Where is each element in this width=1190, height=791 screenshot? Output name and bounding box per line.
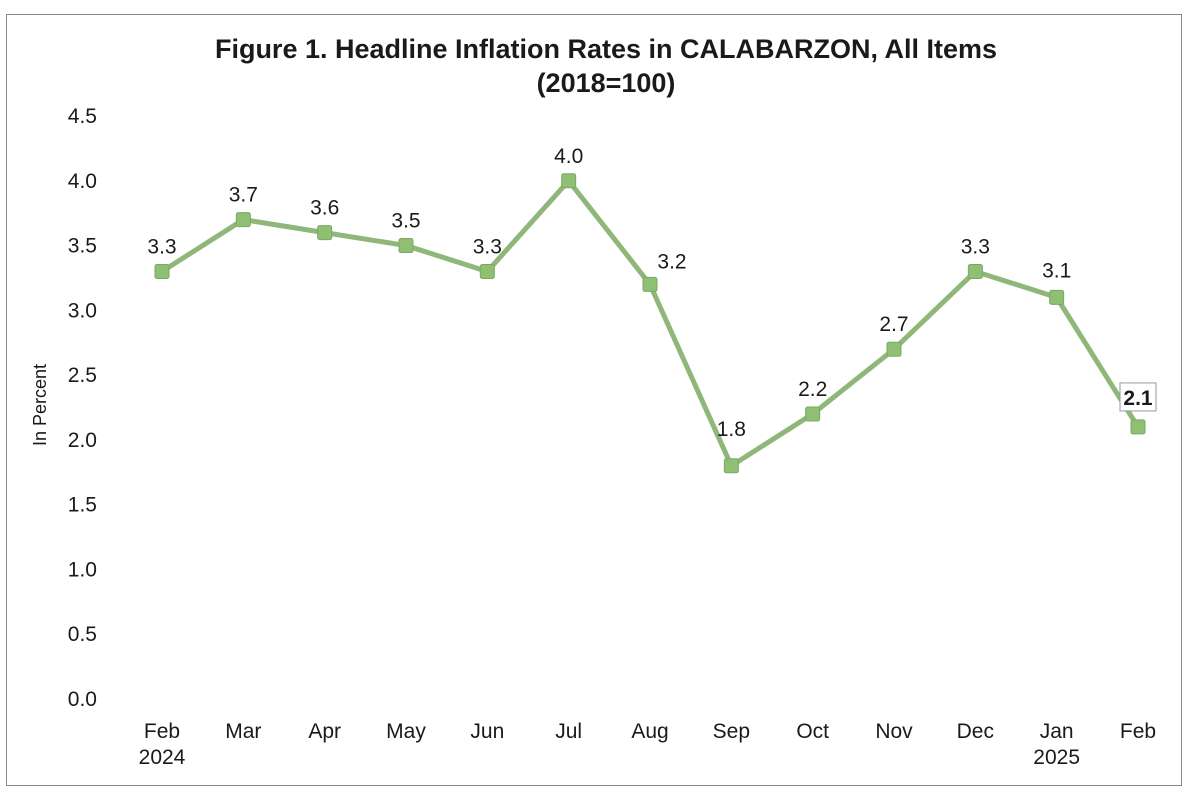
data-point-marker [967,263,983,279]
y-tick-label: 3.5 [68,235,97,258]
data-point-marker [317,225,333,241]
data-point-marker [154,263,170,279]
x-tick-label-line: Feb [144,720,180,743]
data-label: 3.1 [1042,259,1071,282]
y-tick-label: 3.0 [68,299,97,322]
x-tick-label-line: Aug [631,720,668,743]
x-tick-label-line: Nov [875,720,913,743]
x-tick-label: Feb [1120,720,1156,743]
series-line [159,178,1141,469]
data-label: 1.8 [717,418,746,441]
chart-title: Figure 1. Headline Inflation Rates in CA… [215,34,997,64]
x-tick-label-line: 2024 [139,746,186,769]
x-tick-label: Oct [796,720,829,743]
data-point-marker [479,263,495,279]
x-tick-label: Apr [308,720,341,743]
y-axis-label: In Percent [30,364,50,446]
y-tick-label: 0.5 [68,623,97,646]
x-tick-label: Mar [225,720,261,743]
data-label: 2.2 [798,378,827,401]
y-tick-label: 1.5 [68,494,97,517]
y-axis: 0.0 0.5 1.0 1.5 2.0 2.5 3.0 3.5 4.0 4.5 [68,105,97,711]
x-tick-label-line: Oct [796,720,829,743]
x-tick-label-line: May [386,720,426,743]
x-tick-label-line: Jul [555,720,582,743]
chart-subtitle: (2018=100) [537,68,676,98]
y-tick-label: 2.0 [68,429,97,452]
x-tick-label-line: Jan [1040,720,1074,743]
data-label: 2.7 [879,313,908,336]
data-label: 3.3 [961,235,990,258]
x-tick-label-line: Jun [470,720,504,743]
x-axis: Feb 2024 Mar Apr May Jun Jul Aug Sep Oct Nov Dec Jan… [139,720,1156,769]
data-point-marker [1130,419,1146,435]
data-label: 3.7 [229,184,258,207]
data-label: 3.6 [310,197,339,220]
x-tick-label-line: Feb [1120,720,1156,743]
x-tick-label: Jun [470,720,504,743]
x-tick-label-line: Dec [957,720,994,743]
data-label: 3.2 [657,250,686,273]
data-point-marker [561,173,577,189]
x-tick-label: Feb 2024 [139,720,186,769]
data-label: 3.3 [147,235,176,258]
y-tick-label: 1.0 [68,558,97,581]
data-point-marker [805,406,821,422]
x-tick-label: Nov [875,720,913,743]
x-tick-label: Sep [713,720,750,743]
x-tick-label: May [386,720,426,743]
x-tick-label: Jan 2025 [1033,720,1080,769]
data-point-marker [723,458,739,474]
data-label: 3.3 [473,235,502,258]
data-point-marker [886,341,902,357]
data-point-marker [398,238,414,254]
data-label: 4.0 [554,145,583,168]
x-tick-label-line: Sep [713,720,750,743]
y-tick-label: 4.0 [68,170,97,193]
data-label: 3.5 [391,210,420,233]
highlight-label-box [1119,382,1157,412]
data-labels: 3.3 3.7 3.6 3.5 3.3 4.0 3.2 1.8 2.2 2.7 3.3 3.1 2.1 [147,145,1157,441]
x-tick-label: Dec [957,720,994,743]
data-point-marker [235,212,251,228]
data-point-marker [1049,289,1065,305]
x-tick-label-line: Apr [308,720,341,743]
y-tick-label: 2.5 [68,364,97,387]
data-point-marker [642,276,658,292]
y-tick-label: 0.0 [68,688,97,711]
data-label: 2.1 [1123,387,1153,410]
x-tick-label: Aug [631,720,668,743]
x-tick-label: Jul [555,720,582,743]
y-tick-label: 4.5 [68,105,97,128]
chart-frame [6,14,1182,786]
x-tick-label-line: Mar [225,720,261,743]
series-group [154,173,1146,474]
x-tick-label-line: 2025 [1033,746,1080,769]
